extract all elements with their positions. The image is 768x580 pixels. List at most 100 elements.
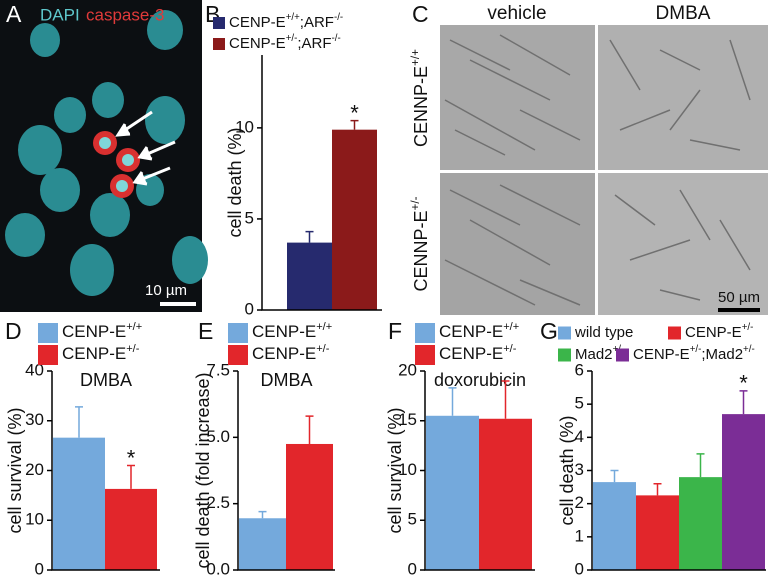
legend-label: CENP-E+/- bbox=[439, 343, 517, 364]
panel-letter: F bbox=[388, 318, 402, 344]
y-tick-label: 4 bbox=[575, 427, 584, 446]
error-bar bbox=[127, 464, 135, 489]
error-bar bbox=[739, 390, 748, 415]
y-tick-label: 15 bbox=[398, 410, 417, 429]
y-tick-label: 0 bbox=[35, 559, 44, 578]
y-tick-label: 5 bbox=[408, 510, 417, 529]
legend-label: CENP-E+/- bbox=[62, 343, 140, 364]
error-bar bbox=[653, 483, 662, 496]
y-tick-label: 5 bbox=[575, 394, 584, 413]
y-tick-label: 2.5 bbox=[206, 493, 230, 512]
y-axis-title: cell death (%) bbox=[225, 127, 245, 237]
significance-marker: * bbox=[350, 100, 359, 125]
y-tick-label: 40 bbox=[25, 360, 44, 379]
significance-marker: * bbox=[127, 445, 136, 470]
legend-label: CENP-E+/- bbox=[252, 343, 330, 364]
legend-swatch bbox=[415, 323, 435, 343]
row-label: CENNP-E+/+ bbox=[409, 49, 431, 147]
legend-swatch bbox=[228, 345, 248, 365]
scale-label: 50 µm bbox=[718, 289, 760, 306]
legend-swatch bbox=[213, 38, 225, 50]
error-bar bbox=[258, 510, 267, 519]
panel-letter: A bbox=[6, 1, 22, 27]
error-bar bbox=[696, 453, 705, 478]
legend-label: CENP-E+/+;ARF-/- bbox=[229, 12, 343, 31]
bar bbox=[53, 437, 105, 570]
legend-label: CENP-E+/-;ARF-/- bbox=[229, 33, 341, 52]
legend-label: CENP-E+/-;Mad2+/- bbox=[633, 344, 755, 363]
legend-swatch bbox=[38, 345, 58, 365]
legend-label: CENP-E+/+ bbox=[62, 321, 142, 342]
panel-a: A DAPI caspase-3 10 µm bbox=[0, 0, 208, 312]
micrograph bbox=[598, 25, 768, 170]
significance-marker: * bbox=[739, 371, 748, 396]
chart-title: DMBA bbox=[260, 370, 312, 390]
bar bbox=[593, 482, 636, 570]
legend-label: CENP-E+/- bbox=[685, 322, 753, 341]
micrograph bbox=[440, 25, 595, 170]
y-tick-label: 2 bbox=[575, 493, 584, 512]
column-label: DMBA bbox=[656, 3, 711, 24]
y-tick-label: 7.5 bbox=[206, 360, 230, 379]
y-axis-title: cell death (fold increase) bbox=[193, 372, 213, 568]
legend-label: CENP-E+/+ bbox=[439, 321, 519, 342]
axis bbox=[591, 371, 766, 571]
error-bar bbox=[448, 387, 457, 416]
y-tick-label: 3 bbox=[575, 460, 584, 479]
y-axis-title: cell survival (%) bbox=[5, 407, 25, 533]
legend-swatch bbox=[228, 323, 248, 343]
axis bbox=[51, 371, 160, 571]
arrows bbox=[115, 110, 176, 186]
row-label: CENNP-E+/- bbox=[409, 196, 431, 291]
y-tick-label: 20 bbox=[398, 360, 417, 379]
bar bbox=[239, 518, 286, 570]
condensed-nuclei bbox=[99, 137, 134, 192]
panel-letter: D bbox=[5, 318, 22, 344]
y-tick-label: 10 bbox=[235, 117, 254, 136]
error-bar bbox=[305, 230, 314, 243]
y-tick-label: 1 bbox=[575, 526, 584, 545]
legend-label: CENP-E+/+ bbox=[252, 321, 332, 342]
error-bar bbox=[75, 406, 83, 438]
error-bar bbox=[350, 119, 359, 130]
legend-swatch bbox=[38, 323, 58, 343]
bar bbox=[286, 443, 333, 570]
error-bar bbox=[305, 415, 314, 444]
stain-label: DAPI bbox=[40, 5, 80, 24]
bar bbox=[479, 418, 532, 570]
error-bar bbox=[610, 469, 619, 483]
stain-label: caspase-3 bbox=[86, 5, 164, 24]
bar bbox=[722, 414, 765, 570]
axis bbox=[424, 371, 535, 571]
panel-letter: C bbox=[412, 1, 429, 27]
y-axis-title: cell survival (%) bbox=[385, 407, 405, 533]
y-tick-label: 20 bbox=[25, 460, 44, 479]
legend-swatch bbox=[558, 326, 571, 340]
bar bbox=[105, 488, 157, 570]
y-tick-label: 5 bbox=[245, 208, 254, 227]
cell-texture bbox=[444, 34, 751, 306]
scale-label: 10 µm bbox=[145, 282, 187, 299]
y-tick-label: 0 bbox=[575, 559, 584, 578]
y-tick-label: 0 bbox=[408, 559, 417, 578]
y-tick-label: 0 bbox=[245, 299, 254, 318]
micrograph bbox=[440, 173, 595, 315]
chart-title: DMBA bbox=[80, 370, 132, 390]
panel-letter: E bbox=[198, 318, 213, 344]
legend-swatch bbox=[616, 348, 629, 362]
micrograph bbox=[598, 173, 768, 315]
panel-c: C vehicle DMBA CENNP-E+/+ CENNP-E+/- 50 … bbox=[409, 1, 768, 315]
y-tick-label: 5.0 bbox=[206, 427, 230, 446]
column-label: vehicle bbox=[487, 3, 546, 24]
legend-swatch bbox=[213, 17, 225, 29]
bar bbox=[287, 242, 332, 310]
y-tick-label: 30 bbox=[25, 410, 44, 429]
axis bbox=[237, 371, 335, 571]
legend-swatch bbox=[558, 348, 571, 362]
y-axis-title: cell death (%) bbox=[557, 415, 577, 525]
nuclei bbox=[5, 10, 208, 296]
legend-swatch bbox=[668, 326, 681, 340]
y-tick-label: 0.0 bbox=[206, 559, 230, 578]
bar bbox=[636, 495, 679, 570]
